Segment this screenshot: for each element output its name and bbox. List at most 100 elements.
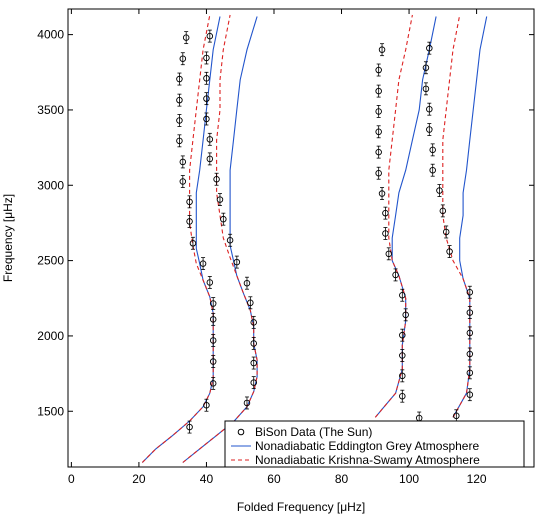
data-marker-circle xyxy=(186,423,193,431)
data-marker-circle xyxy=(429,146,436,154)
data-point xyxy=(243,276,251,290)
data-marker-circle xyxy=(375,87,382,95)
data-point xyxy=(182,31,190,45)
data-point xyxy=(466,306,474,319)
data-point xyxy=(375,105,382,118)
data-marker-circle xyxy=(466,391,474,398)
data-point xyxy=(466,347,474,361)
data-marker-circle xyxy=(220,215,227,223)
data-marker-circle xyxy=(209,337,217,344)
data-point xyxy=(426,102,433,116)
data-marker-circle xyxy=(243,279,251,287)
data-marker-circle xyxy=(466,369,474,377)
data-point xyxy=(382,206,389,220)
data-marker-circle xyxy=(199,260,207,267)
data-point xyxy=(375,84,382,98)
data-point xyxy=(206,152,214,166)
data-marker-circle xyxy=(466,288,474,296)
data-point xyxy=(466,285,474,299)
data-point xyxy=(250,337,257,350)
data-marker-circle xyxy=(466,350,474,358)
data-point xyxy=(176,114,183,127)
data-point xyxy=(179,52,187,66)
data-point xyxy=(399,389,406,403)
data-point xyxy=(243,396,251,410)
data-point xyxy=(422,82,430,96)
data-marker-circle xyxy=(176,117,183,124)
data-marker-circle xyxy=(176,96,183,104)
legend-box xyxy=(224,420,525,468)
data-marker-circle xyxy=(176,137,183,145)
data-point xyxy=(378,187,386,200)
data-point xyxy=(429,163,436,177)
data-marker-circle xyxy=(206,279,214,286)
data-point xyxy=(206,132,214,146)
data-marker-circle xyxy=(233,258,241,266)
data-marker-circle xyxy=(216,196,224,203)
x-tick-label: 80 xyxy=(335,472,349,486)
data-point xyxy=(375,166,382,180)
legend-label-bison-data: BiSon Data (The Sun) xyxy=(255,425,372,439)
data-marker-circle xyxy=(426,44,433,52)
data-point xyxy=(385,247,393,261)
data-marker-circle xyxy=(250,340,257,347)
data-marker-circle xyxy=(203,75,210,82)
data-point xyxy=(382,227,389,240)
data-point xyxy=(466,388,474,402)
data-marker-circle xyxy=(402,311,409,319)
data-point xyxy=(426,123,433,136)
data-marker-circle xyxy=(203,401,210,409)
data-point xyxy=(426,41,433,55)
data-marker-circle xyxy=(226,237,234,244)
data-marker-circle xyxy=(422,64,430,72)
y-tick-label: 3500 xyxy=(37,103,64,117)
data-point xyxy=(186,420,193,434)
data-marker-circle xyxy=(203,95,210,102)
data-point xyxy=(399,328,406,342)
data-point xyxy=(176,72,183,86)
data-marker-circle xyxy=(446,248,453,255)
data-marker-circle xyxy=(399,292,406,299)
data-marker-circle xyxy=(250,359,257,367)
x-axis-label: Folded Frequency [μHz] xyxy=(237,500,365,514)
axis-ticks: 0 20 40 60 80 100 120 1500 2000 2500 3000 3500 4000 xyxy=(37,9,534,486)
x-tick-label: 20 xyxy=(132,472,146,486)
data-point xyxy=(392,268,399,282)
plot-area xyxy=(141,14,488,463)
data-point xyxy=(179,155,187,169)
legend-label-eddington: Nonadiabatic Eddington Grey Atmosphere xyxy=(255,439,479,453)
data-point xyxy=(189,236,197,250)
data-marker-circle xyxy=(179,178,187,185)
x-tick-label: 40 xyxy=(200,472,214,486)
data-point xyxy=(226,233,234,247)
data-marker-circle xyxy=(206,155,214,163)
legend-item-bison-data: BiSon Data (The Sun) xyxy=(237,425,372,439)
data-marker-circle xyxy=(179,158,187,166)
data-marker-circle xyxy=(209,358,217,365)
data-point xyxy=(206,276,214,289)
data-marker-circle xyxy=(186,218,193,225)
data-marker-circle xyxy=(186,198,193,206)
y-tick-label: 2000 xyxy=(37,329,64,343)
data-marker-circle xyxy=(250,319,257,326)
data-marker-circle xyxy=(247,299,254,307)
legend-marker-circle xyxy=(237,428,245,436)
x-tick-label: 0 xyxy=(68,472,75,486)
data-point xyxy=(199,257,207,271)
data-marker-circle xyxy=(209,316,217,323)
data-point xyxy=(186,215,193,228)
data-point xyxy=(439,204,447,218)
data-marker-circle xyxy=(378,190,386,197)
data-marker-circle xyxy=(429,166,436,174)
data-point xyxy=(186,195,193,209)
data-marker-circle xyxy=(375,66,382,74)
krishna-swamy-curve-0 xyxy=(141,14,214,463)
data-marker-circle xyxy=(203,115,210,123)
y-tick-label: 2500 xyxy=(37,254,64,268)
data-point xyxy=(375,125,382,139)
data-marker-circle xyxy=(422,85,430,93)
data-point xyxy=(176,134,183,148)
data-marker-circle xyxy=(392,271,399,279)
legend-label-krishna-swamy: Nonadiabatic Krishna-Swamy Atmosphere xyxy=(255,453,480,467)
data-point xyxy=(209,355,217,368)
